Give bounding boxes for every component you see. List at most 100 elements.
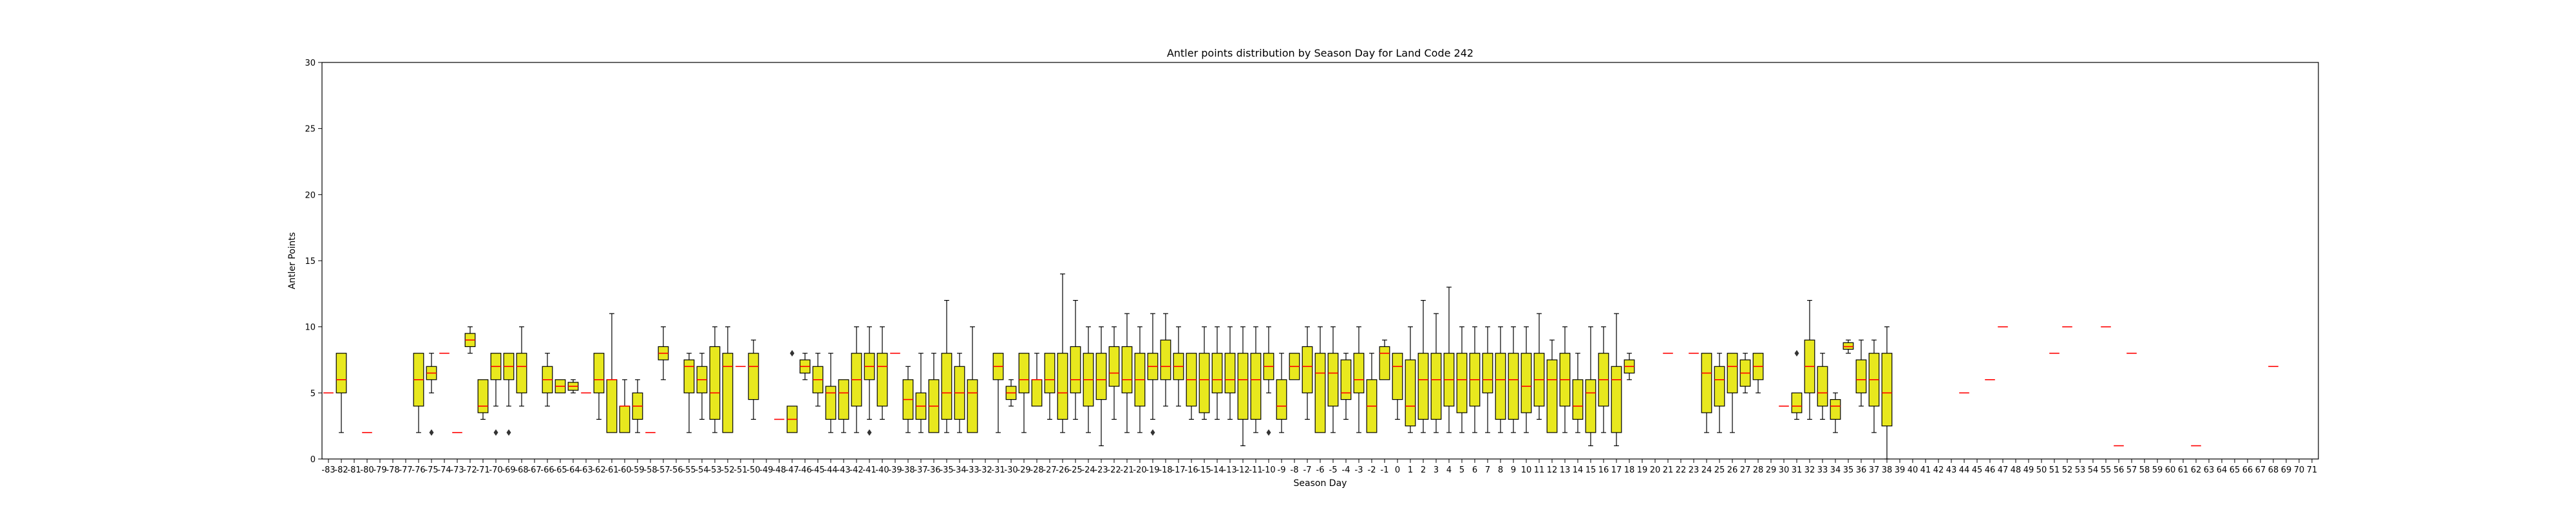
box-group xyxy=(1005,379,1017,407)
x-tick-label: -81 xyxy=(347,465,361,475)
x-tick-label: 18 xyxy=(1624,465,1635,475)
box-group xyxy=(1495,326,1506,433)
x-tick-label: -29 xyxy=(1017,465,1030,475)
box-iqr xyxy=(1237,353,1249,420)
box-group xyxy=(1340,353,1352,420)
box-iqr xyxy=(1108,346,1120,387)
x-tick-label: -45 xyxy=(811,465,824,475)
box-iqr xyxy=(1585,379,1596,433)
x-tick-label: -66 xyxy=(540,465,554,475)
x-tick-label: 20 xyxy=(1650,465,1661,475)
box-iqr xyxy=(709,346,721,420)
x-tick-label: -12 xyxy=(1236,465,1249,475)
x-tick-label: 29 xyxy=(1766,465,1777,475)
box-group xyxy=(876,326,888,420)
x-tick-label: 58 xyxy=(2139,465,2150,475)
x-tick-label: 13 xyxy=(1560,465,1571,475)
x-tick-label: -56 xyxy=(669,465,683,475)
box-group xyxy=(542,353,553,407)
x-tick-label: -24 xyxy=(1081,465,1095,475)
x-tick-label: -82 xyxy=(334,465,348,475)
x-tick-label: -14 xyxy=(1210,465,1224,475)
x-tick-label: -51 xyxy=(734,465,747,475)
box-iqr xyxy=(619,406,630,433)
x-tick-label: -3 xyxy=(1355,465,1363,475)
box-group xyxy=(1430,313,1442,433)
box-iqr xyxy=(1417,353,1429,420)
x-tick-label: 39 xyxy=(1895,465,1906,475)
box-group xyxy=(477,379,489,420)
x-tick-label: 10 xyxy=(1521,465,1532,475)
x-tick-label: 2 xyxy=(1421,465,1426,475)
box-group xyxy=(606,313,618,433)
box-iqr xyxy=(1456,353,1468,413)
box-iqr xyxy=(1340,359,1352,400)
box-group xyxy=(1739,353,1751,393)
x-tick-label: 61 xyxy=(2178,465,2189,475)
x-tick-label: 24 xyxy=(1701,465,1712,475)
x-tick-label: -5 xyxy=(1329,465,1338,475)
y-tick-label: 15 xyxy=(305,257,316,267)
box-iqr xyxy=(1881,353,1893,427)
x-tick-label: -11 xyxy=(1249,465,1262,475)
x-tick-label: -53 xyxy=(708,465,721,475)
box-iqr xyxy=(477,379,489,413)
x-tick-label: -16 xyxy=(1184,465,1198,475)
box-iqr xyxy=(1546,359,1558,433)
box-group xyxy=(567,379,579,393)
y-tick-label: 10 xyxy=(305,323,316,333)
y-axis-ticks: 0 5 10 15 20 25 30 xyxy=(305,59,322,465)
x-tick-label: 68 xyxy=(2268,465,2279,475)
x-tick-label: 59 xyxy=(2152,465,2163,475)
x-tick-label: -63 xyxy=(579,465,592,475)
x-tick-label: -39 xyxy=(888,465,902,475)
box-group xyxy=(1791,350,1803,420)
box-group xyxy=(1276,353,1287,433)
box-group xyxy=(1842,339,1854,354)
x-tick-label: -57 xyxy=(656,465,670,475)
x-tick-label: -2 xyxy=(1368,465,1376,475)
outlier-marker xyxy=(1794,350,1799,357)
box-iqr xyxy=(1250,353,1262,420)
box-group xyxy=(1173,326,1184,407)
y-tick-label: 20 xyxy=(305,191,316,200)
box-iqr xyxy=(1070,346,1081,393)
box-group xyxy=(1198,326,1210,420)
box-group xyxy=(619,379,630,433)
y-tick-label: 0 xyxy=(310,455,316,465)
box-iqr xyxy=(1031,379,1043,407)
box-group xyxy=(1727,353,1738,433)
box-group xyxy=(838,379,849,433)
x-tick-label: -8 xyxy=(1291,465,1299,475)
x-tick-label: -79 xyxy=(373,465,386,475)
x-tick-label: -71 xyxy=(476,465,489,475)
box-group xyxy=(1211,326,1223,420)
x-tick-label: -46 xyxy=(798,465,811,475)
box-iqr xyxy=(1314,353,1326,433)
box-group xyxy=(1520,326,1532,433)
box-iqr xyxy=(1405,359,1416,427)
x-tick-label: -80 xyxy=(360,465,374,475)
x-tick-label: 7 xyxy=(1485,465,1490,475)
box-group xyxy=(1804,300,1815,420)
box-group xyxy=(1482,326,1493,433)
box-group xyxy=(941,300,952,433)
box-iqr xyxy=(1276,379,1287,420)
box-iqr xyxy=(722,353,734,433)
box-group xyxy=(1070,300,1081,420)
x-tick-label: 48 xyxy=(2011,465,2022,475)
x-axis-title: Season Day xyxy=(1294,478,1347,489)
x-tick-label: 65 xyxy=(2230,465,2240,475)
x-tick-label: -30 xyxy=(1004,465,1018,475)
box-group xyxy=(1624,353,1635,380)
box-group xyxy=(1353,326,1365,433)
box-group xyxy=(490,353,502,436)
x-tick-label: -37 xyxy=(914,465,927,475)
box-group xyxy=(1108,326,1120,420)
x-tick-label: -77 xyxy=(399,465,412,475)
x-tick-label: 56 xyxy=(2114,465,2125,475)
box-group xyxy=(1083,326,1094,433)
box-group xyxy=(825,353,837,433)
x-tick-label: 57 xyxy=(2126,465,2137,475)
